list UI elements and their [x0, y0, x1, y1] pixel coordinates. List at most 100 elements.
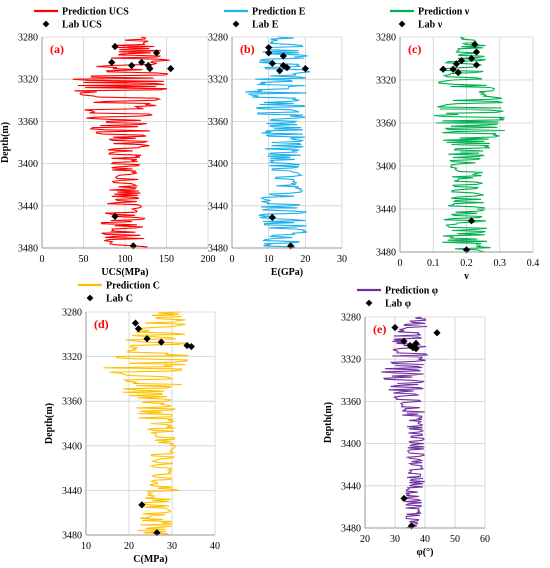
y-tick-label: 3280 — [18, 33, 38, 44]
prediction-series-line — [381, 316, 429, 529]
y-tick-label: 3440 — [376, 205, 396, 216]
panel-label: (d) — [94, 317, 109, 331]
x-tick-label: 20 — [300, 254, 310, 265]
legend-prediction-label: Prediction ν — [418, 7, 470, 18]
x-tick-label: 0.1 — [427, 258, 440, 269]
x-tick-label: 50 — [450, 534, 460, 545]
x-axis-label: E(GPa) — [271, 267, 303, 278]
x-tick-label: 60 — [480, 534, 490, 545]
x-axis-label: φ(°) — [417, 547, 434, 558]
y-axis-label: Depth(m) — [323, 402, 334, 443]
lab-data-point — [138, 58, 146, 66]
lab-data-point — [454, 68, 462, 77]
panel-d: 10 20 30 40 3280 3320 3360 3400 3440 3480 C(MPa) De… — [44, 281, 220, 566]
x-tick-label: 30 — [390, 534, 400, 545]
y-tick-label: 3280 — [376, 33, 396, 44]
lab-data-point — [152, 49, 161, 57]
y-tick-label: 3480 — [341, 524, 361, 535]
lab-data-point — [279, 52, 287, 60]
lab-data-point — [128, 61, 136, 70]
y-tick-label: 3280 — [62, 308, 82, 319]
lab-data-point — [452, 60, 461, 68]
lab-data-point — [400, 337, 408, 345]
legend: Prediction E Lab E — [224, 7, 306, 31]
y-tick-label: 3440 — [18, 201, 38, 212]
lab-data-point — [449, 65, 457, 73]
y-tick-label: 3360 — [341, 397, 361, 408]
x-tick-label: 0.2 — [460, 258, 473, 269]
panel-label: (c) — [408, 42, 421, 56]
panel-label: (a) — [50, 42, 64, 56]
lab-data-point — [439, 65, 447, 73]
lab-data-point — [157, 338, 165, 346]
x-tick-label: 0 — [230, 254, 235, 265]
y-tick-label: 3320 — [376, 76, 396, 87]
legend: Prediction ν Lab ν — [390, 7, 470, 31]
legend-lab-label: Lab C — [106, 294, 133, 305]
lab-data-point — [143, 335, 151, 343]
y-tick-label: 3320 — [18, 75, 38, 86]
x-axis-label: UCS(MPa) — [101, 267, 148, 278]
y-tick-label: 3480 — [62, 531, 82, 542]
x-tick-label: 200 — [201, 254, 216, 265]
y-tick-label: 3280 — [341, 313, 361, 324]
x-tick-label: 20 — [124, 541, 134, 552]
y-tick-label: 3320 — [62, 352, 82, 363]
lab-data-point — [187, 342, 195, 351]
y-tick-label: 3360 — [376, 119, 396, 130]
panel-e: 20 30 40 50 60 3280 3320 3360 3400 3440 3480 φ(°) De… — [323, 286, 490, 559]
lab-data-point — [472, 48, 481, 56]
lab-data-point — [467, 217, 476, 225]
legend-marker-swatch — [232, 20, 240, 28]
x-tick-label: 20 — [360, 534, 370, 545]
prediction-series-line — [433, 36, 505, 253]
lab-data-point — [108, 58, 116, 66]
legend-prediction-label: Prediction UCS — [62, 7, 129, 18]
x-axis-label: ν — [463, 271, 469, 282]
lab-data-point — [283, 63, 291, 72]
x-tick-label: 150 — [159, 254, 174, 265]
prediction-series-line — [72, 36, 170, 249]
y-tick-label: 3400 — [18, 159, 38, 170]
y-tick-label: 3480 — [18, 244, 38, 255]
legend-prediction-label: Prediction φ — [385, 286, 438, 297]
y-tick-label: 3360 — [18, 117, 38, 128]
panel-label: (b) — [240, 42, 255, 56]
lab-data-point — [400, 494, 408, 503]
y-tick-label: 3400 — [341, 439, 361, 450]
panel-c: 0 0.1 0.2 0.3 0.4 3280 3320 3360 3400 3440 3480 ν (c… — [376, 7, 539, 283]
x-tick-label: 0.3 — [494, 258, 507, 269]
panel-a: 0 50 100 150 200 3280 3320 3360 3400 3440 3480 UCS(… — [0, 7, 216, 279]
y-tick-label: 3480 — [208, 244, 228, 255]
y-tick-label: 3320 — [341, 355, 361, 366]
x-tick-label: 0 — [40, 254, 45, 265]
legend-lab-label: Lab φ — [385, 299, 411, 310]
lab-data-point — [391, 323, 399, 332]
legend-lab-label: Lab E — [252, 20, 279, 31]
x-tick-label: 10 — [81, 541, 91, 552]
lab-data-point — [265, 43, 273, 52]
legend-prediction-label: Prediction E — [252, 7, 306, 18]
x-tick-label: 40 — [210, 541, 220, 552]
lab-data-point — [138, 501, 146, 509]
x-tick-label: 40 — [420, 534, 430, 545]
legend-marker-swatch — [86, 294, 94, 302]
legend-marker-swatch — [42, 20, 50, 28]
lab-data-point — [457, 57, 466, 65]
legend-marker-swatch — [398, 20, 406, 28]
lab-data-point — [268, 213, 276, 222]
legend: Prediction UCS Lab UCS — [34, 7, 129, 31]
lab-data-point — [265, 49, 273, 57]
lab-data-point — [131, 319, 140, 327]
x-axis-label: C(MPa) — [133, 554, 167, 565]
y-tick-label: 3440 — [208, 201, 228, 212]
x-tick-label: 30 — [337, 254, 347, 265]
panel-label: (e) — [373, 322, 386, 336]
lab-data-point — [134, 325, 143, 333]
y-tick-label: 3400 — [376, 162, 396, 173]
lab-data-point — [467, 54, 476, 63]
lab-data-point — [268, 59, 276, 67]
legend-lab-label: Lab UCS — [62, 20, 102, 31]
y-tick-label: 3360 — [208, 117, 228, 128]
